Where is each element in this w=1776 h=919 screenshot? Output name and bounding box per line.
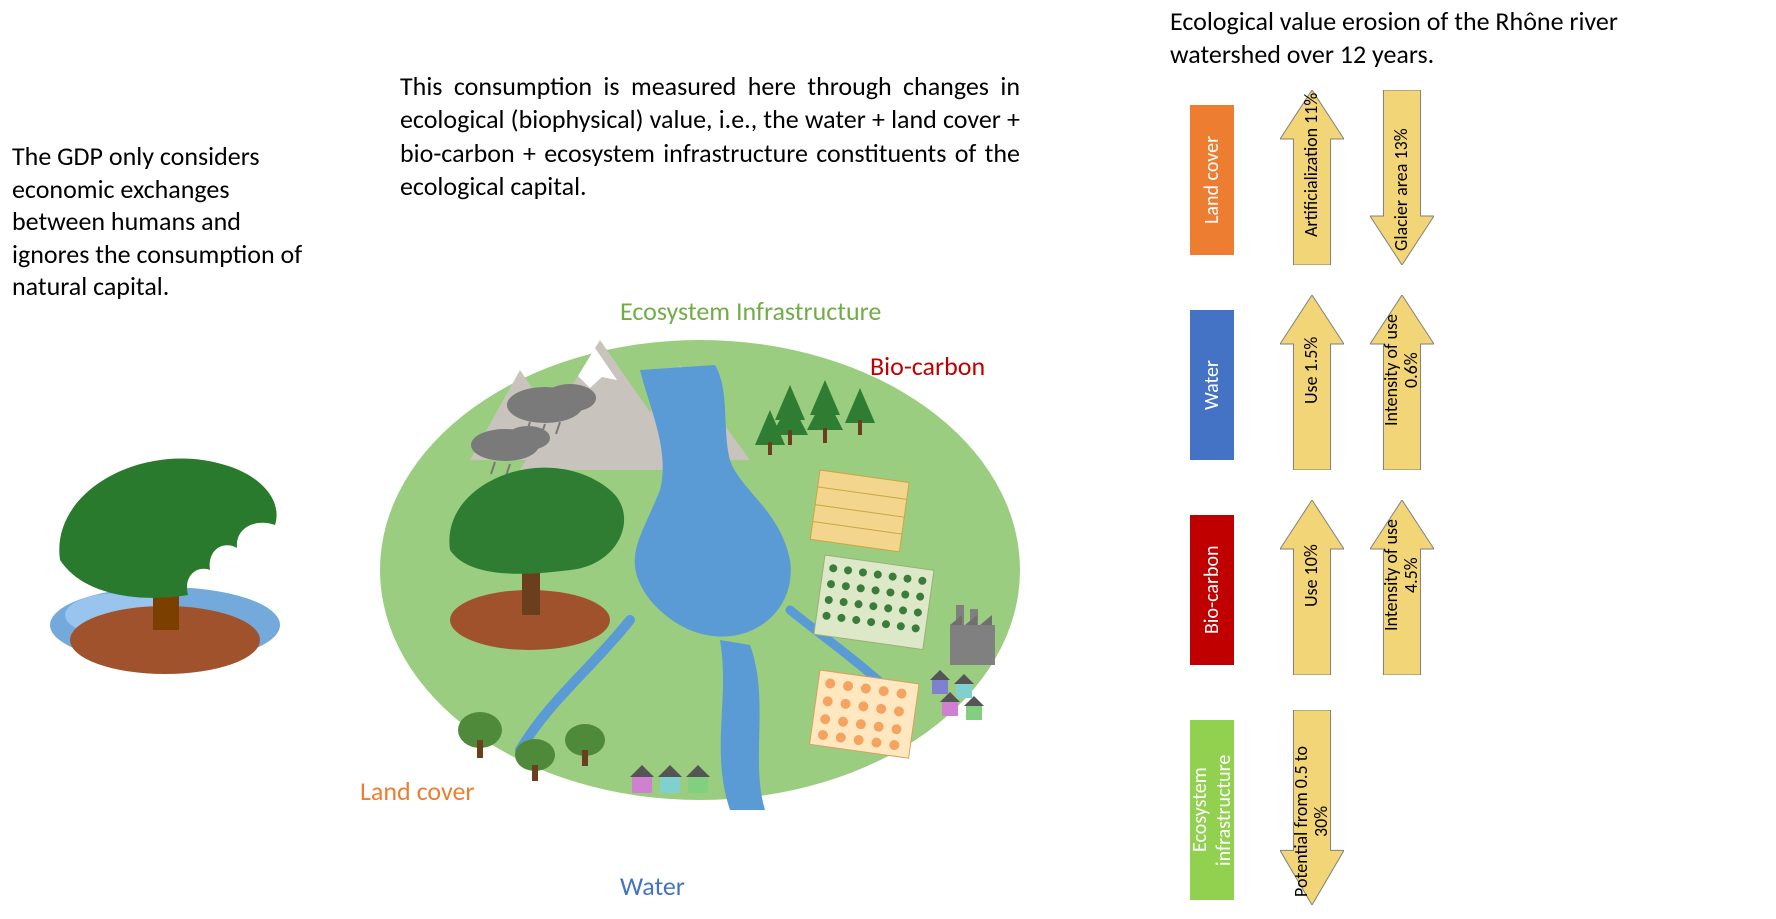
label-ecosystem-infra: Ecosystem Infrastructure <box>620 295 881 327</box>
arrow-label: Intensity of use 4.5% <box>1370 500 1434 675</box>
tag-land_cover: Land cover <box>1190 105 1234 255</box>
arrow-water-0: Use 1.5% <box>1280 295 1344 470</box>
arrow-ecosystem_infra-0: Potential from 0.5 to 30% <box>1280 710 1344 905</box>
tag-bio_carbon: Bio-carbon <box>1190 515 1234 665</box>
arrow-label: Intensity of use 0.6% <box>1370 295 1434 470</box>
label-bio-carbon: Bio-carbon <box>870 350 985 382</box>
arrow-label: Artificialization 11% <box>1280 90 1344 265</box>
center-text: This consumption is measured here throug… <box>400 70 1020 202</box>
arrow-bio_carbon-1: Intensity of use 4.5% <box>1370 500 1434 675</box>
tag-ecosystem_infra: Ecosystem infrastructure <box>1190 720 1234 900</box>
arrow-bio_carbon-0: Use 10% <box>1280 500 1344 675</box>
label-land-cover: Land cover <box>360 775 474 807</box>
arrow-label: Potential from 0.5 to 30% <box>1280 710 1344 905</box>
arrow-water-1: Intensity of use 0.6% <box>1370 295 1434 470</box>
label-water: Water <box>620 870 685 902</box>
arrow-label: Use 1.5% <box>1280 295 1344 470</box>
center-text-block: This consumption is measured here throug… <box>400 70 1020 203</box>
arrow-label: Use 10% <box>1280 500 1344 675</box>
arrow-label: Glacier area 13% <box>1370 90 1434 265</box>
right-title: Ecological value erosion of the Rhône ri… <box>1170 5 1730 70</box>
left-text-block: The GDP only considers economic exchange… <box>12 140 322 303</box>
tag-water: Water <box>1190 310 1234 460</box>
left-illustration <box>25 430 305 680</box>
arrow-land_cover-0: Artificialization 11% <box>1280 90 1344 265</box>
arrow-land_cover-1: Glacier area 13% <box>1370 90 1434 265</box>
left-text: The GDP only considers economic exchange… <box>12 140 302 302</box>
